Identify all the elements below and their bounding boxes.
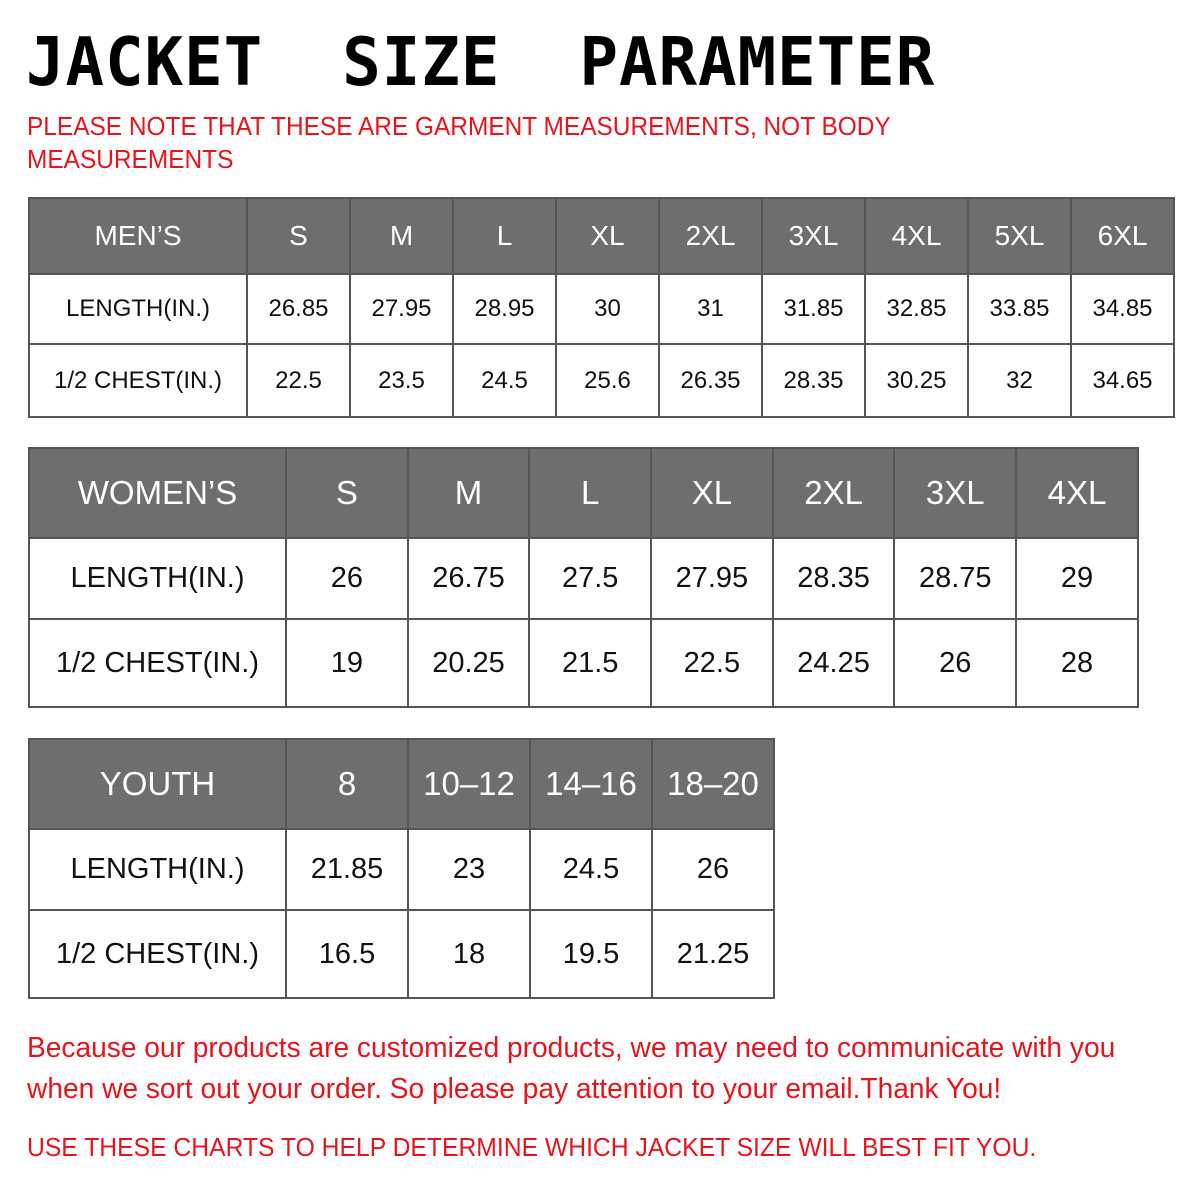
table-row: LENGTH(IN.) 26 26.75 27.5 27.95 28.35 28.75 29 [28, 537, 1139, 620]
size-header: 4XL [1015, 447, 1139, 539]
size-header: 4XL [864, 197, 969, 275]
measurement-cell: 34.65 [1070, 343, 1175, 418]
youth-size-table: YOUTH 8 10–12 14–16 18–20 LENGTH(IN.) 21.85 23 2… [28, 738, 775, 999]
measurement-cell: 26 [893, 618, 1018, 708]
measurement-cell: 28.35 [761, 343, 866, 418]
header-row: MEN’S S M L XL 2XL 3XL 4XL 5XL 6XL [28, 197, 1175, 275]
row-label: LENGTH(IN.) [28, 273, 248, 345]
size-header: L [528, 447, 653, 539]
mens-size-table: MEN’S S M L XL 2XL 3XL 4XL 5XL 6XL LENGTH(IN.) 26.8… [28, 197, 1175, 418]
measurement-cell: 31 [658, 273, 763, 345]
measurement-cell: 27.95 [650, 537, 774, 620]
size-header: M [349, 197, 454, 275]
measurement-cell: 34.85 [1070, 273, 1175, 345]
measurement-cell: 21.25 [651, 909, 775, 999]
measurement-cell: 28.35 [771, 537, 896, 620]
measurement-cell: 33.85 [967, 273, 1072, 345]
size-header: 8 [285, 738, 409, 830]
measurement-cell: 26.75 [406, 537, 531, 620]
measurement-cell: 29 [1015, 537, 1139, 620]
measurement-cell: 19 [285, 618, 409, 708]
size-header: S [285, 447, 409, 539]
measurement-cell: 24.5 [529, 828, 653, 911]
size-header: 18–20 [651, 738, 775, 830]
header-row: WOMEN’S S M L XL 2XL 3XL 4XL [28, 447, 1139, 539]
measurement-cell: 24.25 [771, 618, 896, 708]
size-header: 2XL [771, 447, 896, 539]
measurement-cell: 32.85 [864, 273, 969, 345]
measurement-cell: 24.5 [452, 343, 557, 418]
measurement-cell: 28.75 [893, 537, 1018, 620]
row-label: 1/2 CHEST(IN.) [28, 618, 287, 708]
size-header: M [406, 447, 531, 539]
size-header: XL [555, 197, 660, 275]
measurement-cell: 27.5 [528, 537, 653, 620]
size-header: XL [650, 447, 774, 539]
table-row: 1/2 CHEST(IN.) 16.5 18 19.5 21.25 [28, 909, 775, 999]
size-header: 6XL [1070, 197, 1175, 275]
measurement-cell: 31.85 [761, 273, 866, 345]
measurement-cell: 25.6 [555, 343, 660, 418]
measurement-cell: 20.25 [406, 618, 531, 708]
measurement-cell: 18 [407, 909, 531, 999]
measurement-cell: 28.95 [452, 273, 557, 345]
table-label: MEN’S [28, 197, 248, 275]
womens-size-table: WOMEN’S S M L XL 2XL 3XL 4XL LENGTH(IN.) 26 26.75 2… [28, 447, 1139, 708]
measurement-cell: 32 [967, 343, 1072, 418]
row-label: 1/2 CHEST(IN.) [28, 909, 287, 999]
size-header: L [452, 197, 557, 275]
row-label: LENGTH(IN.) [28, 828, 287, 911]
row-label: 1/2 CHEST(IN.) [28, 343, 248, 418]
table-row: 1/2 CHEST(IN.) 22.5 23.5 24.5 25.6 26.35 28.35… [28, 343, 1175, 418]
measurement-cell: 27.95 [349, 273, 454, 345]
measurement-cell: 26.85 [246, 273, 351, 345]
size-header: 5XL [967, 197, 1072, 275]
garment-measurement-note: PLEASE NOTE THAT THESE ARE GARMENT MEASU… [27, 111, 891, 174]
table-label: WOMEN’S [28, 447, 287, 539]
table-label: YOUTH [28, 738, 287, 830]
measurement-cell: 30.25 [864, 343, 969, 418]
measurement-cell: 26 [651, 828, 775, 911]
measurement-cell: 23 [407, 828, 531, 911]
measurement-cell: 28 [1015, 618, 1139, 708]
measurement-cell: 22.5 [650, 618, 774, 708]
measurement-cell: 23.5 [349, 343, 454, 418]
measurement-cell: 19.5 [529, 909, 653, 999]
size-header: 3XL [893, 447, 1018, 539]
table-row: 1/2 CHEST(IN.) 19 20.25 21.5 22.5 24.25 26 28 [28, 618, 1139, 708]
size-header: 10–12 [407, 738, 531, 830]
row-label: LENGTH(IN.) [28, 537, 287, 620]
measurement-cell: 16.5 [285, 909, 409, 999]
measurement-cell: 21.85 [285, 828, 409, 911]
measurement-cell: 22.5 [246, 343, 351, 418]
header-row: YOUTH 8 10–12 14–16 18–20 [28, 738, 775, 830]
size-header: S [246, 197, 351, 275]
measurement-cell: 26 [285, 537, 409, 620]
measurement-cell: 30 [555, 273, 660, 345]
measurement-cell: 26.35 [658, 343, 763, 418]
size-header: 2XL [658, 197, 763, 275]
measurement-cell: 21.5 [528, 618, 653, 708]
table-row: LENGTH(IN.) 26.85 27.95 28.95 30 31 31.85 32.85… [28, 273, 1175, 345]
size-header: 14–16 [529, 738, 653, 830]
table-row: LENGTH(IN.) 21.85 23 24.5 26 [28, 828, 775, 911]
page-title: JACKET SIZE PARAMETER [26, 24, 936, 102]
size-header: 3XL [761, 197, 866, 275]
fit-advice-note: USE THESE CHARTS TO HELP DETERMINE WHICH… [27, 1132, 1037, 1162]
customization-note: Because our products are customized prod… [27, 1032, 1116, 1105]
